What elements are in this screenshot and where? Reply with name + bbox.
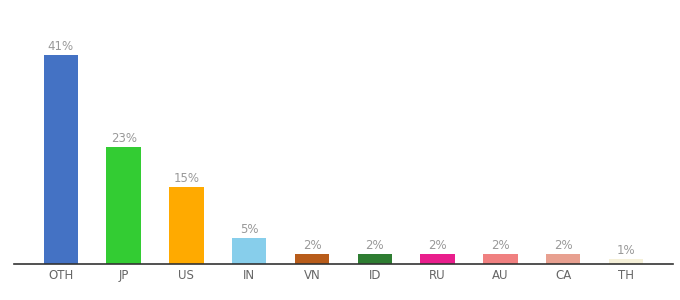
Bar	[483, 254, 517, 264]
Bar	[294, 254, 329, 264]
Text: 2%: 2%	[428, 239, 447, 252]
Bar	[609, 259, 643, 264]
Text: 2%: 2%	[365, 239, 384, 252]
Text: 2%: 2%	[554, 239, 573, 252]
Text: 5%: 5%	[240, 224, 258, 236]
Text: 23%: 23%	[111, 131, 137, 145]
Text: 1%: 1%	[617, 244, 635, 257]
Bar	[546, 254, 581, 264]
Bar	[358, 254, 392, 264]
Bar	[44, 55, 78, 264]
Bar	[106, 147, 141, 264]
Text: 2%: 2%	[491, 239, 510, 252]
Text: 2%: 2%	[303, 239, 322, 252]
Bar	[420, 254, 455, 264]
Text: 15%: 15%	[173, 172, 199, 185]
Bar	[232, 238, 267, 264]
Text: 41%: 41%	[48, 40, 74, 52]
Bar	[169, 188, 204, 264]
